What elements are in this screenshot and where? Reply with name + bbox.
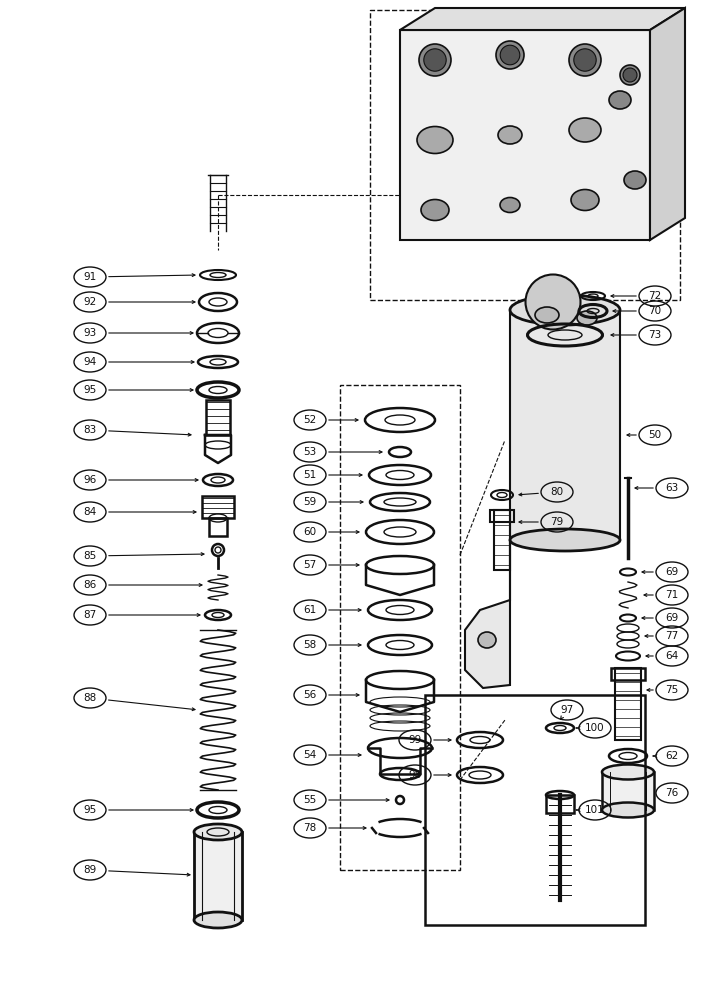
Text: 85: 85 <box>84 551 96 561</box>
Ellipse shape <box>498 126 522 144</box>
Text: 57: 57 <box>303 560 316 570</box>
Ellipse shape <box>623 68 637 82</box>
Text: 56: 56 <box>303 690 316 700</box>
Ellipse shape <box>419 44 451 76</box>
Text: 54: 54 <box>303 750 316 760</box>
Ellipse shape <box>571 190 599 211</box>
Bar <box>370 10 680 300</box>
Text: 77: 77 <box>666 631 679 641</box>
Text: 89: 89 <box>84 865 96 875</box>
Text: 52: 52 <box>303 415 316 425</box>
Text: 75: 75 <box>666 685 679 695</box>
Text: 80: 80 <box>550 487 564 497</box>
Ellipse shape <box>569 44 601 76</box>
Bar <box>425 695 645 925</box>
Ellipse shape <box>535 307 559 323</box>
Bar <box>494 510 510 570</box>
Text: 98: 98 <box>409 770 422 780</box>
Ellipse shape <box>573 49 596 71</box>
Text: 97: 97 <box>560 705 573 715</box>
Text: 78: 78 <box>303 823 316 833</box>
Text: 84: 84 <box>84 507 96 517</box>
Text: 69: 69 <box>666 567 679 577</box>
Text: 50: 50 <box>649 430 661 440</box>
Ellipse shape <box>624 171 646 189</box>
Ellipse shape <box>609 91 631 109</box>
Bar <box>602 772 654 810</box>
Text: 93: 93 <box>84 328 96 338</box>
Bar <box>202 496 234 518</box>
Ellipse shape <box>500 198 520 213</box>
Text: 83: 83 <box>84 425 96 435</box>
Text: 87: 87 <box>84 610 96 620</box>
Ellipse shape <box>510 295 620 325</box>
Bar <box>206 400 230 435</box>
Bar <box>546 795 574 813</box>
Polygon shape <box>510 310 620 540</box>
Ellipse shape <box>194 824 242 840</box>
Text: 79: 79 <box>550 517 564 527</box>
Text: 71: 71 <box>666 590 679 600</box>
Text: 62: 62 <box>666 751 679 761</box>
Text: 59: 59 <box>303 497 316 507</box>
Text: 69: 69 <box>666 613 679 623</box>
Text: 92: 92 <box>84 297 96 307</box>
Text: 99: 99 <box>409 735 422 745</box>
Text: 73: 73 <box>649 330 661 340</box>
Text: 101: 101 <box>585 805 605 815</box>
Bar <box>490 510 514 522</box>
Text: 58: 58 <box>303 640 316 650</box>
Ellipse shape <box>577 311 597 325</box>
Text: 72: 72 <box>649 291 661 301</box>
Text: 64: 64 <box>666 651 679 661</box>
Bar <box>611 668 645 680</box>
Bar <box>194 832 242 920</box>
Bar <box>340 385 460 870</box>
Polygon shape <box>650 8 685 240</box>
Bar <box>209 518 227 536</box>
Text: 76: 76 <box>666 788 679 798</box>
Ellipse shape <box>569 118 601 142</box>
Text: 55: 55 <box>303 795 316 805</box>
Text: 86: 86 <box>84 580 96 590</box>
Ellipse shape <box>424 49 446 71</box>
Ellipse shape <box>525 274 581 330</box>
Ellipse shape <box>478 632 496 648</box>
Ellipse shape <box>421 200 449 221</box>
Text: 95: 95 <box>84 385 96 395</box>
Ellipse shape <box>620 65 640 85</box>
Text: 100: 100 <box>586 723 605 733</box>
Text: 88: 88 <box>84 693 96 703</box>
Ellipse shape <box>510 529 620 551</box>
Text: 70: 70 <box>649 306 661 316</box>
Ellipse shape <box>602 802 654 818</box>
Bar <box>615 668 641 740</box>
Ellipse shape <box>194 912 242 928</box>
Polygon shape <box>465 540 510 688</box>
Text: 94: 94 <box>84 357 96 367</box>
Text: 60: 60 <box>304 527 316 537</box>
Polygon shape <box>400 30 650 240</box>
Text: 61: 61 <box>303 605 316 615</box>
Ellipse shape <box>602 764 654 780</box>
Text: 51: 51 <box>303 470 316 480</box>
Text: 96: 96 <box>84 475 96 485</box>
Text: 63: 63 <box>666 483 679 493</box>
Ellipse shape <box>500 45 520 65</box>
Text: 95: 95 <box>84 805 96 815</box>
Polygon shape <box>400 8 685 30</box>
Ellipse shape <box>417 126 453 153</box>
Text: 91: 91 <box>84 272 96 282</box>
Ellipse shape <box>496 41 524 69</box>
Text: 53: 53 <box>303 447 316 457</box>
